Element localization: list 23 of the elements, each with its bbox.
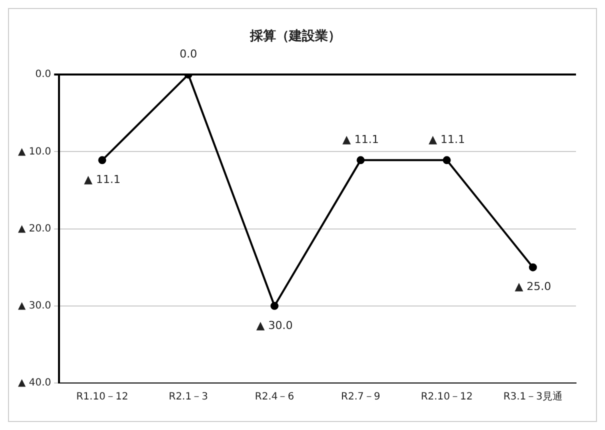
data-label: 0.0: [180, 47, 198, 60]
point: [356, 156, 365, 164]
data-label: ▲ 25.0: [514, 280, 552, 294]
x-tick-label: R2.4－6: [254, 392, 294, 403]
x-tick-label: R2.7－9: [341, 392, 380, 403]
x-tick-label: R2.1－3: [168, 392, 208, 403]
y-tick-label: ▲ 10.0: [18, 146, 52, 158]
point: [442, 156, 451, 164]
x-tick-label: R1.10－12: [76, 392, 128, 403]
y-tick-label: ▲ 20.0: [18, 223, 52, 234]
y-tick-label: ▲ 40.0: [18, 378, 52, 389]
point: [270, 302, 278, 310]
y-tick-label: ▲ 30.0: [18, 300, 52, 312]
x-tick-label: R2.10－12: [420, 392, 473, 403]
chart-title: 採算（建設業）: [249, 28, 341, 44]
point: [528, 263, 537, 272]
data-label: ▲ 11.1: [342, 133, 379, 146]
data-label: ▲ 11.1: [84, 173, 120, 186]
data-label: ▲ 30.0: [256, 318, 293, 332]
point: [98, 156, 106, 164]
data-label: ▲ 11.1: [428, 133, 466, 146]
y-tick-label: 0.0: [35, 69, 52, 80]
x-tick-label: R3.1－3見通: [503, 390, 563, 403]
